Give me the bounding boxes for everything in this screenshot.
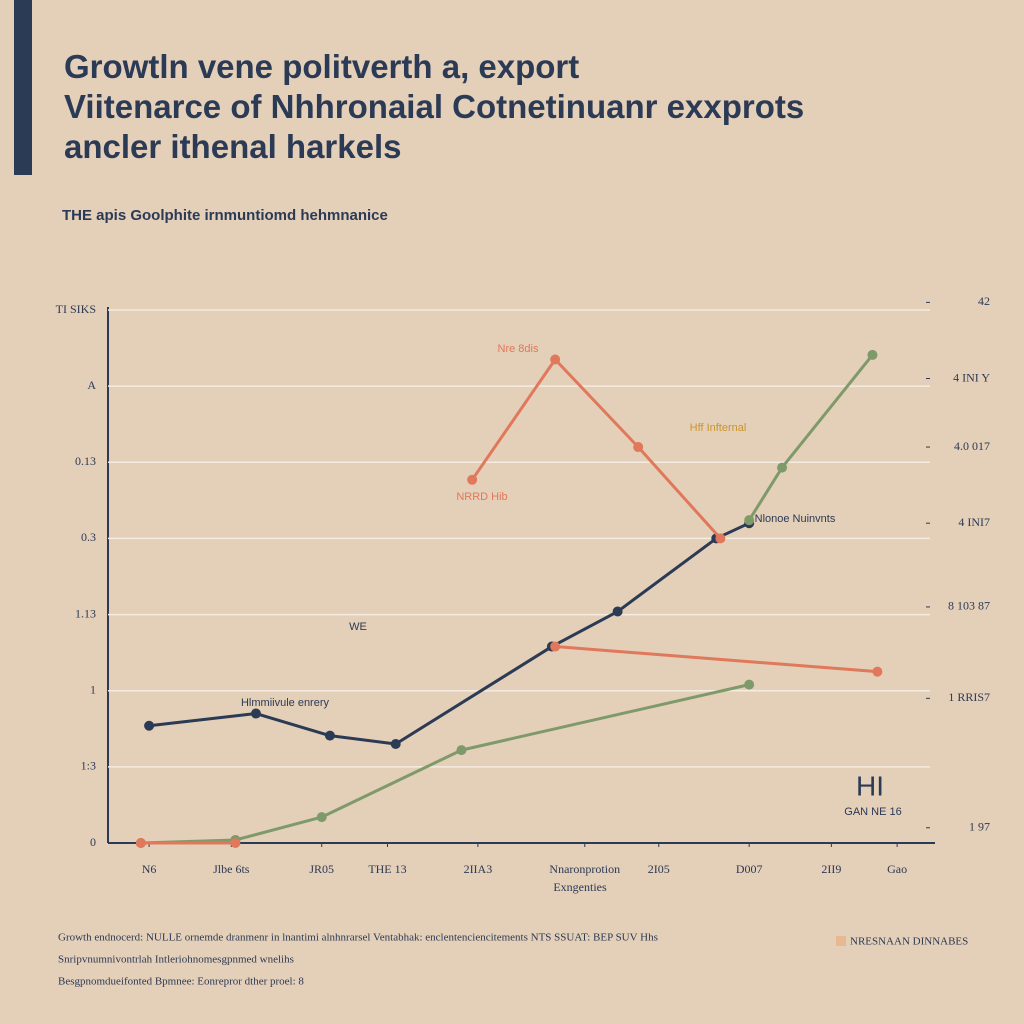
annotation: Hlmmiivule enrery bbox=[241, 697, 330, 709]
y-tick-label: 0 bbox=[90, 835, 96, 849]
y-tick-label: TI SIKS bbox=[56, 302, 96, 316]
subtitle: THE apis Goolphite irnmuntiomd hehmnanic… bbox=[62, 207, 388, 224]
data-point bbox=[144, 720, 155, 731]
y2-tick-label: 4 INI Y bbox=[953, 370, 990, 384]
data-point bbox=[612, 606, 623, 617]
x-tick-label: JR05 bbox=[309, 862, 334, 876]
annotation: Hff Infternal bbox=[690, 422, 747, 434]
footnote: Snripvnumnivontrlah Intleriohnomesgpnmed… bbox=[58, 954, 294, 966]
data-point bbox=[390, 739, 401, 750]
x-tick-label: THE 13 bbox=[368, 862, 406, 876]
y2-tick-label: 8 103 87 bbox=[948, 599, 990, 613]
data-point bbox=[456, 745, 467, 756]
x-tick-label: Gao bbox=[887, 862, 907, 876]
x-axis-label: Exngenties bbox=[553, 880, 607, 894]
data-point bbox=[744, 679, 755, 690]
y2-tick-label: 4 INI7 bbox=[958, 515, 990, 529]
y-tick-label: 0.3 bbox=[81, 530, 96, 544]
y-tick-label: 1:3 bbox=[81, 759, 96, 773]
annotation: HI bbox=[856, 770, 884, 801]
data-point bbox=[715, 533, 726, 544]
chart-title: Viitenarce of Nhhronaial Cotnetinuanr ex… bbox=[64, 88, 804, 125]
data-point bbox=[230, 838, 241, 848]
accent-bar bbox=[14, 0, 32, 175]
data-point bbox=[550, 641, 561, 652]
chart-title: ancler ithenal harkels bbox=[64, 128, 402, 165]
series-line bbox=[148, 521, 750, 746]
series-line bbox=[140, 357, 878, 845]
y-tick-label: 1.13 bbox=[75, 606, 96, 620]
y2-tick-label: 1 97 bbox=[969, 820, 990, 834]
data-point bbox=[324, 730, 335, 741]
y-tick-label: 1 bbox=[90, 682, 96, 696]
data-point bbox=[550, 354, 561, 365]
y2-tick-label: 1 RRIS7 bbox=[948, 690, 990, 704]
x-tick-label: Jlbe 6ts bbox=[213, 862, 250, 876]
x-tick-label: 2II9 bbox=[821, 862, 841, 876]
footnote: Besgpnomdueifonted Bpmnee: Eonrepror dth… bbox=[58, 976, 304, 988]
data-point bbox=[872, 666, 883, 677]
x-tick-label: Nnaronprotion bbox=[549, 862, 620, 876]
data-point bbox=[867, 349, 878, 360]
y-tick-label: A bbox=[87, 378, 96, 392]
data-point bbox=[250, 708, 261, 719]
annotation: Nre 8dis bbox=[498, 343, 539, 355]
annotation: Nlonoe Nuinvnts bbox=[755, 513, 836, 525]
x-tick-label: D007 bbox=[736, 862, 763, 876]
x-tick-label: 2I05 bbox=[648, 862, 670, 876]
data-point bbox=[777, 462, 788, 473]
legend-swatch bbox=[836, 936, 846, 946]
annotation: WE bbox=[349, 621, 367, 633]
annotation: NRRD Hib bbox=[456, 491, 507, 503]
x-tick-label: N6 bbox=[142, 862, 157, 876]
data-point bbox=[744, 515, 755, 526]
y-tick-label: 0.13 bbox=[75, 454, 96, 468]
y2-tick-label: 4.0 017 bbox=[954, 439, 990, 453]
data-point bbox=[135, 838, 146, 848]
x-tick-label: 2IIA3 bbox=[464, 862, 493, 876]
data-point bbox=[467, 474, 478, 485]
annotation: GAN NE 16 bbox=[844, 806, 901, 818]
y2-tick-label: 42 bbox=[978, 294, 990, 308]
legend-label: NRESNAAN DINNABES bbox=[850, 936, 968, 948]
footnote: Growth endnocerd: NULLE ornemde dranmenr… bbox=[58, 932, 658, 944]
data-point bbox=[633, 442, 644, 453]
data-point bbox=[316, 812, 327, 823]
chart-title: Growtln vene politverth a, export bbox=[64, 48, 579, 85]
